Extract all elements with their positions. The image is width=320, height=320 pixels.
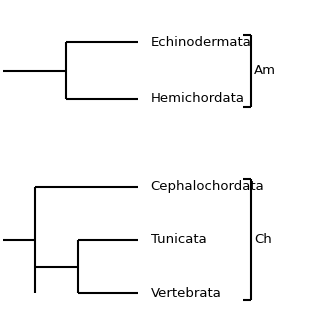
Text: Cephalochordata: Cephalochordata [151,180,264,193]
Text: Ch: Ch [254,233,272,246]
Text: Vertebrata: Vertebrata [151,287,221,300]
Text: Tunicata: Tunicata [151,234,206,246]
Text: Am: Am [254,64,276,77]
Text: Hemichordata: Hemichordata [151,92,244,105]
Text: Echinodermata: Echinodermata [151,36,252,49]
